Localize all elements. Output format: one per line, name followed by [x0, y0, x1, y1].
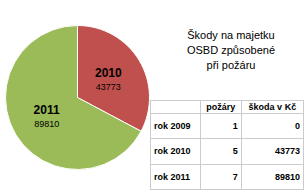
html-text:rok 2009: rok 2009: [154, 121, 191, 132]
svg-text:43773: 43773: [96, 82, 121, 92]
svg-text:2010: 2010: [95, 66, 122, 80]
html-text:7: 7: [232, 171, 238, 182]
html-text:požáry: požáry: [206, 102, 236, 112]
html-text:při požáru: při požáru: [206, 58, 256, 71]
svg-text:89810: 89810: [34, 119, 59, 129]
html-text:Škody na majetku: Škody na majetku: [187, 28, 275, 41]
html-text:OSBD způsobené: OSBD způsobené: [187, 43, 275, 56]
html-text:0: 0: [295, 121, 300, 132]
html-text:43773: 43773: [275, 146, 300, 157]
html-text:89810: 89810: [275, 171, 300, 182]
html-text:1: 1: [232, 121, 238, 132]
html-text:rok 2011: rok 2011: [154, 171, 190, 182]
html-text:5: 5: [232, 146, 238, 157]
svg-text:2011: 2011: [34, 103, 60, 117]
html-text:škoda v Kč: škoda v Kč: [248, 102, 297, 112]
html-text:rok 2010: rok 2010: [154, 146, 191, 157]
